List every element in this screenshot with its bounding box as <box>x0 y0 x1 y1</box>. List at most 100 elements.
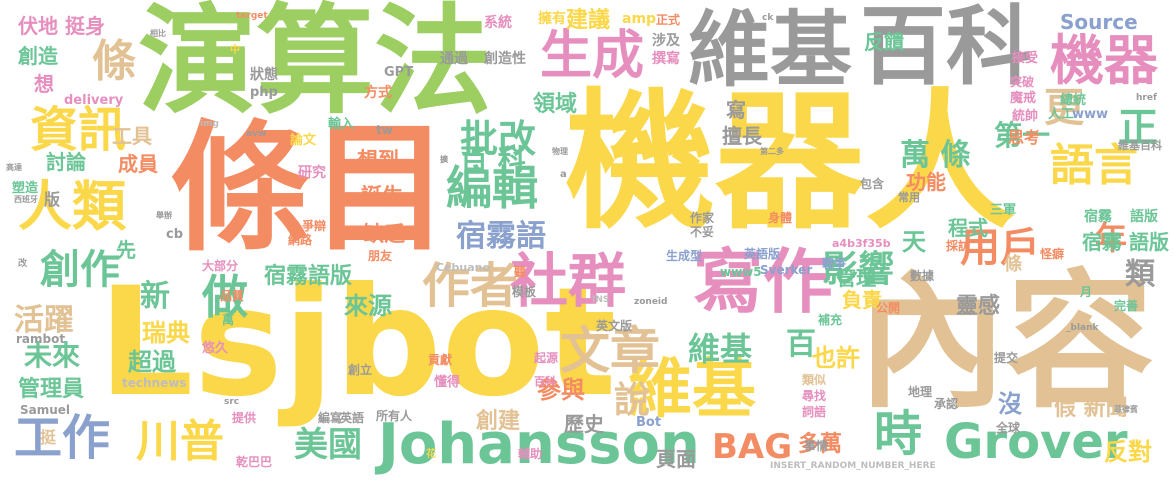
word: zoneid <box>634 297 668 307</box>
word: 做 <box>202 270 248 324</box>
word: 百科 <box>860 0 1032 97</box>
word: 包含 <box>860 177 885 191</box>
word: 影響 <box>822 249 895 290</box>
word: delivery <box>64 93 124 108</box>
word: 狀態 <box>250 67 278 83</box>
word: 管理 <box>836 266 876 290</box>
word: 瑞典 <box>142 319 190 347</box>
word: 公開 <box>876 301 901 315</box>
word: 採訪 <box>946 239 971 253</box>
word: 魔戒 <box>1010 91 1037 106</box>
word: 三軍 <box>990 203 1017 218</box>
word: 接受 <box>1012 51 1039 66</box>
word: 川普 <box>136 416 224 467</box>
word: Grover <box>944 414 1128 470</box>
word: 思考 <box>1008 128 1041 147</box>
word: Bot <box>636 415 662 430</box>
word: 作家 <box>690 211 715 225</box>
word: ck <box>762 13 774 23</box>
word: 百 科 <box>460 143 526 176</box>
word: INS <box>592 295 610 305</box>
word: 擁有 <box>538 11 566 27</box>
word: 萬 條 <box>900 138 971 173</box>
word: 提供 <box>232 411 257 425</box>
word: amp <box>622 11 657 27</box>
word: 多萬 <box>798 432 843 457</box>
word: 爭辯 <box>302 219 327 233</box>
word: 朋友 <box>368 249 393 263</box>
word: 貢獻 <box>428 353 453 367</box>
word: a4b3f35b <box>832 237 891 250</box>
word: Sverker <box>760 263 813 277</box>
word: 英文版 <box>596 319 633 333</box>
word: 創造 <box>18 44 58 68</box>
word: 管理員 <box>18 377 85 402</box>
word: 萬 <box>222 313 235 327</box>
word: 模板 <box>512 285 537 299</box>
word: 頁面 <box>656 447 696 471</box>
word: 用戶 <box>960 225 1040 271</box>
word: 美國 <box>294 425 362 465</box>
word: href <box>1136 93 1157 103</box>
word: www5 <box>720 265 762 279</box>
word: 機器人 <box>565 76 1016 250</box>
word: 寫作 <box>693 241 833 323</box>
word: 通過 <box>440 51 468 67</box>
word: 悠久 <box>202 341 229 356</box>
word: 參與 <box>537 376 585 404</box>
word: 工具 <box>112 124 152 148</box>
word: 網路 <box>288 233 313 247</box>
word: 常用 <box>898 191 920 204</box>
word: 涉及 <box>652 33 680 49</box>
word: 西班牙 <box>14 195 38 204</box>
word: 菲律賓 <box>1114 405 1138 414</box>
word: 條目 <box>170 108 451 271</box>
word: 寫 <box>726 98 746 122</box>
word: _blank <box>1066 323 1099 333</box>
word: Lsjbot <box>98 256 617 430</box>
word: 語言 <box>1050 140 1138 191</box>
word: 論文 <box>290 133 317 148</box>
word: www <box>1072 107 1109 122</box>
word: GPT <box>384 65 414 80</box>
word: 成員 <box>118 152 158 176</box>
word: 第二多 <box>760 147 784 156</box>
word: 物理 <box>552 147 568 156</box>
word: 花 <box>426 449 436 460</box>
word: 想 <box>34 72 54 96</box>
word: 更 <box>1044 85 1084 131</box>
word: 社群 <box>510 247 627 315</box>
word: 戰爭 <box>822 257 847 271</box>
word: 宿霧語版 <box>264 264 353 289</box>
word: 不妥 <box>690 225 715 239</box>
word: 活躍 <box>14 303 74 338</box>
word: 尋找 <box>802 389 827 403</box>
word: 條 <box>92 36 136 87</box>
word: 類似 <box>802 373 827 387</box>
word: 語版 <box>1130 209 1158 225</box>
word: 大部分 <box>202 259 239 273</box>
word: Johansson <box>378 412 700 477</box>
word: 身體 <box>768 211 793 225</box>
word: 說 <box>614 380 651 421</box>
word: 編寫 <box>318 411 343 425</box>
word: 擅長 <box>722 124 762 148</box>
word: 研究 <box>298 165 326 181</box>
word: 突破 <box>1010 75 1035 89</box>
word: 反饋 <box>864 30 904 54</box>
word: img <box>200 119 219 129</box>
word: 正式 <box>656 13 681 27</box>
word: 負責 <box>842 288 882 312</box>
word: 作者 <box>422 258 519 314</box>
word: 輔助 <box>518 447 543 461</box>
word: 百科 <box>534 375 556 388</box>
word: 未來 <box>24 339 81 372</box>
word: 誕生 <box>361 184 403 208</box>
word: 英語 <box>340 411 365 425</box>
word: 塑造 <box>12 181 39 196</box>
word: 補充 <box>818 313 843 327</box>
word: 沒 <box>998 390 1022 418</box>
word: Source <box>1060 10 1138 34</box>
word: 總統 <box>1060 93 1087 108</box>
